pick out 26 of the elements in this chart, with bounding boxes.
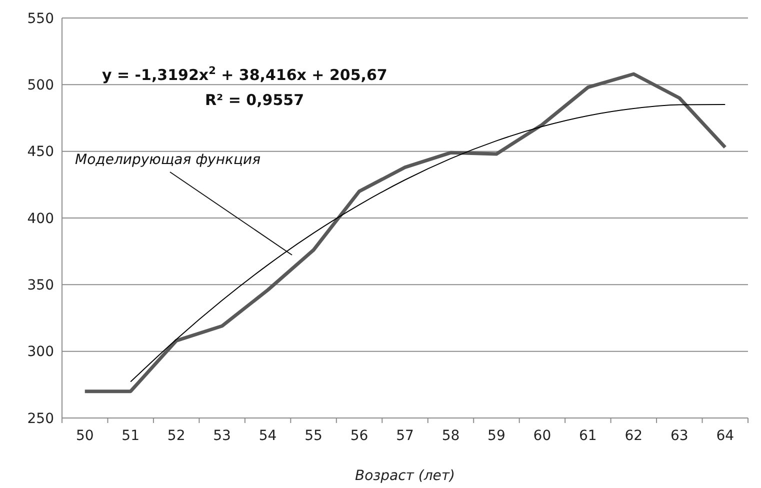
x-tick-label: 61 xyxy=(579,428,597,444)
y-tick-label: 300 xyxy=(27,344,54,360)
x-tick-label: 50 xyxy=(76,428,94,444)
annotation: y = -1,3192x$^{2}$ + 38,416x + 205,67 xyxy=(102,65,388,84)
y-tick-label: 550 xyxy=(27,10,54,27)
x-tick-label: 57 xyxy=(396,428,414,444)
x-tick-label: 54 xyxy=(258,428,277,444)
y-tick-label: 400 xyxy=(27,210,54,227)
x-tick-label: 59 xyxy=(488,428,506,444)
x-tick-label: 63 xyxy=(670,428,688,444)
x-tick-label: 52 xyxy=(167,428,186,444)
x-tick-label: 58 xyxy=(442,428,460,444)
x-tick-label: 53 xyxy=(213,428,231,444)
y-tick-label: 500 xyxy=(27,78,54,94)
y-tick-label: 350 xyxy=(27,278,54,294)
x-tick-label: 55 xyxy=(304,428,322,444)
annotation: R² = 0,9557 xyxy=(205,91,304,109)
x-axis-title: Возраст (лет) xyxy=(354,468,456,484)
x-tick-label: 51 xyxy=(122,428,140,444)
annotation: Моделирующая функция xyxy=(75,152,260,168)
y-tick-label: 250 xyxy=(27,410,54,427)
x-tick-label: 56 xyxy=(350,428,368,444)
y-tick-label: 450 xyxy=(27,144,54,160)
x-tick-label: 64 xyxy=(716,428,734,444)
x-tick-label: 62 xyxy=(624,428,643,444)
x-tick-label: 60 xyxy=(533,428,552,444)
